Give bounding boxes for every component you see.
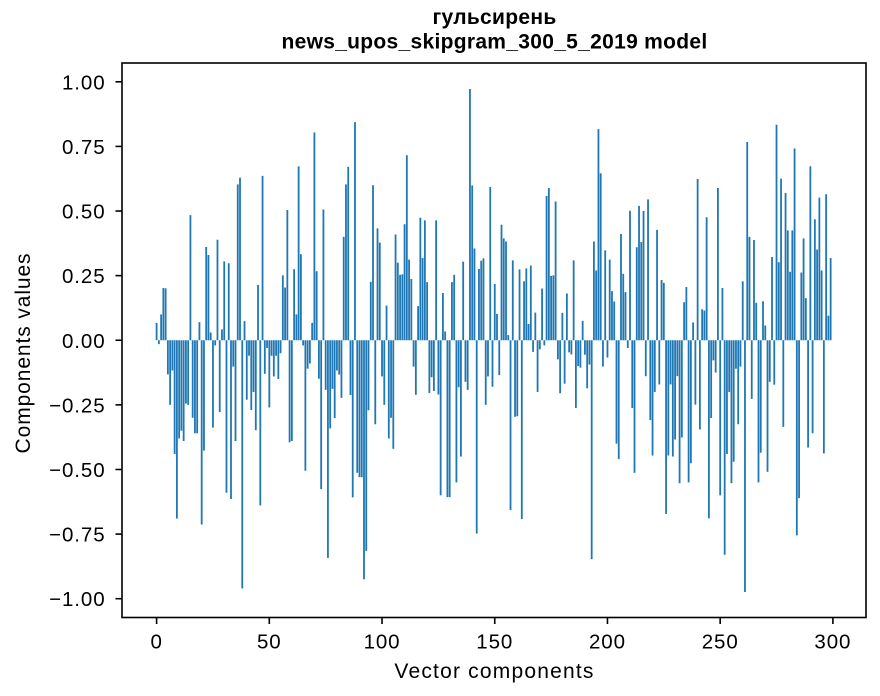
svg-text:0.50: 0.50 (62, 201, 106, 224)
svg-text:Vector components: Vector components (394, 660, 594, 683)
svg-text:1.00: 1.00 (62, 71, 106, 94)
svg-text:Components values: Components values (12, 253, 35, 454)
svg-text:−0.25: −0.25 (49, 394, 105, 417)
svg-text:news_upos_skipgram_300_5_2019: news_upos_skipgram_300_5_2019 model (281, 31, 707, 54)
svg-text:50: 50 (257, 631, 282, 654)
svg-text:−1.00: −1.00 (49, 588, 105, 611)
svg-text:150: 150 (476, 631, 513, 654)
svg-text:−0.50: −0.50 (49, 459, 105, 482)
svg-text:−0.75: −0.75 (49, 524, 105, 547)
svg-text:0.75: 0.75 (62, 136, 106, 159)
svg-text:0: 0 (150, 631, 162, 654)
svg-text:0.25: 0.25 (62, 265, 106, 288)
svg-text:0.00: 0.00 (62, 330, 106, 353)
svg-text:200: 200 (589, 631, 626, 654)
svg-text:300: 300 (814, 631, 851, 654)
svg-text:250: 250 (702, 631, 739, 654)
svg-text:100: 100 (364, 631, 401, 654)
svg-text:гульсирень: гульсирень (432, 6, 556, 29)
